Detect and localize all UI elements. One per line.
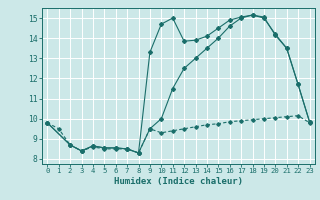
X-axis label: Humidex (Indice chaleur): Humidex (Indice chaleur) xyxy=(114,177,243,186)
